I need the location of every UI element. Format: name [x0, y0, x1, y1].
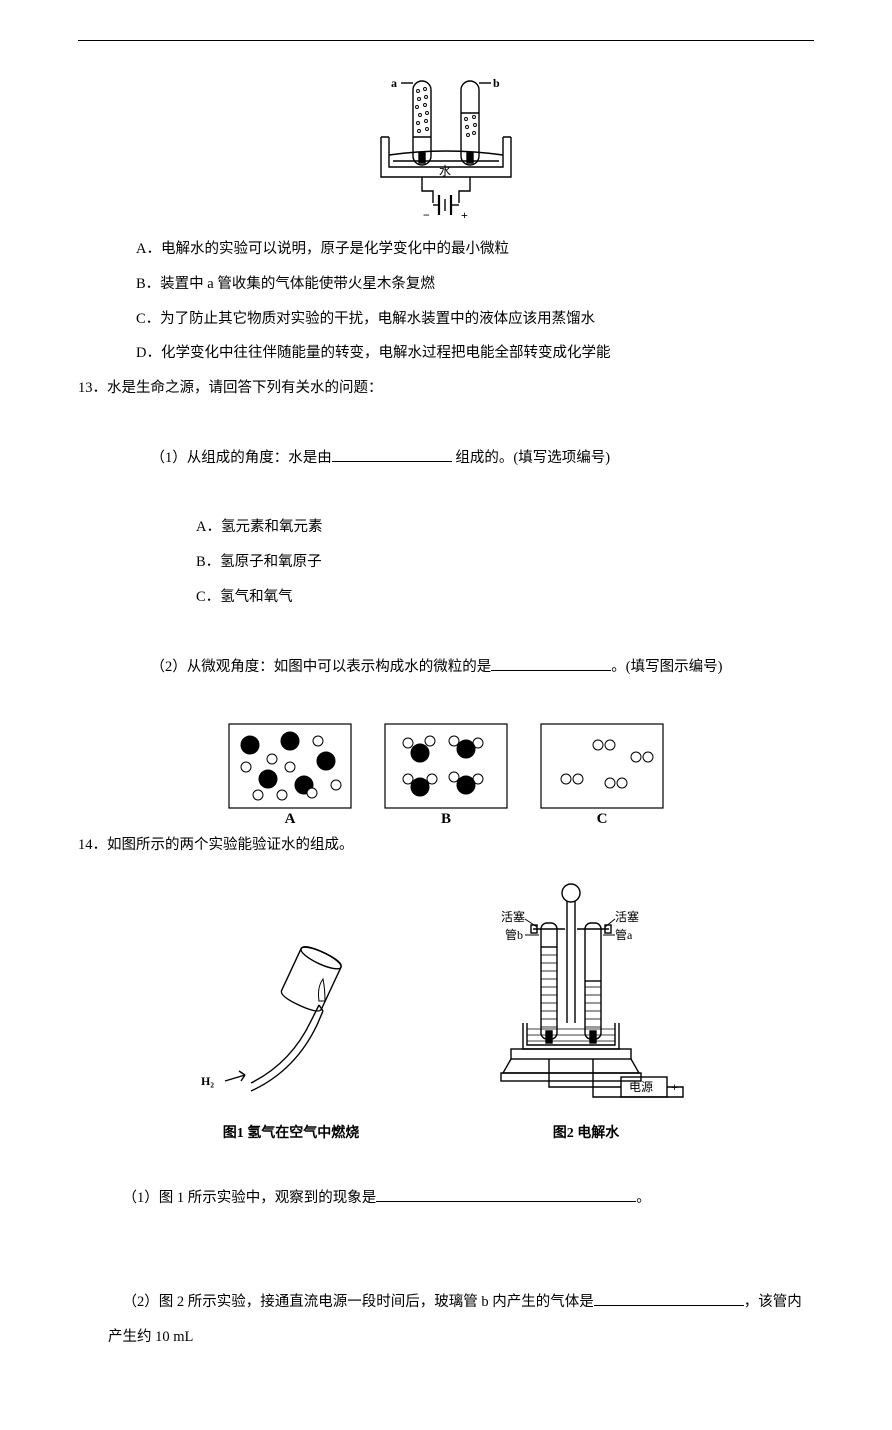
q12-option-b: B．装置中 a 管收集的气体能使带火星木条复燃 — [78, 267, 814, 302]
particles-labels: A B C — [78, 811, 814, 828]
q13-p1-pre: （1）从组成的角度：水是由 — [151, 450, 332, 466]
q13-p1-post: 组成的。(填写选项编号) — [452, 450, 610, 466]
q13-p2-blank[interactable] — [491, 654, 611, 671]
label-water: 水 — [439, 164, 451, 178]
figure-experiments: H₂ 图1 氢气在空气中燃烧 — [78, 873, 814, 1142]
e2-minus: − — [611, 1080, 618, 1094]
q12-option-c: C．为了防止其它物质对实验的干扰，电解水装置中的液体应该用蒸馏水 — [78, 302, 814, 337]
e2-tube-left: 管b — [505, 927, 523, 942]
q14-p2-a: （2）图 2 所示实验，接通直流电源一段时间后，玻璃管 b 内产生的气体是 — [123, 1294, 594, 1310]
q14-p1: （1）图 1 所示实验中，观察到的现象是 。 — [78, 1146, 814, 1250]
q14-p1-post: 。 — [636, 1190, 651, 1206]
q14-p1-blank[interactable] — [376, 1185, 636, 1202]
e2-plus: + — [671, 1080, 678, 1094]
label-minus: − — [423, 208, 430, 222]
figure-particles — [78, 723, 814, 809]
particles-label-b: B — [384, 811, 508, 828]
q13-p1: （1）从组成的角度：水是由 组成的。(填写选项编号) — [78, 406, 814, 510]
q13-opt-b: B．氢原子和氧原子 — [78, 545, 814, 580]
page: a b 水 − + A．电解水的实验可以说明，原子是化学变化中的最小微粒 B．装… — [0, 0, 892, 1430]
figure-h2-burn: H₂ 图1 氢气在空气中燃烧 — [191, 913, 391, 1142]
fig1-caption: 图1 氢气在空气中燃烧 — [191, 1122, 391, 1142]
e2-stopcock-right: 活塞 — [615, 909, 639, 924]
e2-tube-right: 管a — [615, 927, 633, 942]
particles-box-a — [228, 723, 352, 809]
electrolysis-top-svg: a b 水 − + — [361, 67, 531, 227]
fig2-caption: 图2 电解水 — [471, 1122, 701, 1142]
q13-stem: 13．水是生命之源，请回答下列有关水的问题： — [78, 371, 814, 406]
q13-p2-post: 。(填写图示编号) — [611, 659, 722, 675]
label-a: a — [391, 76, 397, 90]
q14-p1-pre: （1）图 1 所示实验中，观察到的现象是 — [123, 1190, 377, 1206]
q13-p2-pre: （2）从微观角度：如图中可以表示构成水的微粒的是 — [151, 659, 492, 675]
q12-option-d: D．化学变化中往往伴随能量的转变，电解水过程把电能全部转变成化学能 — [78, 336, 814, 371]
particles-label-c: C — [540, 811, 664, 828]
label-b: b — [493, 76, 500, 90]
q14-p2: （2）图 2 所示实验，接通直流电源一段时间后，玻璃管 b 内产生的气体是，该管… — [78, 1250, 814, 1389]
q13-p1-blank[interactable] — [332, 445, 452, 462]
figure-electrolysis-top: a b 水 − + — [78, 67, 814, 232]
q12-option-a: A．电解水的实验可以说明，原子是化学变化中的最小微粒 — [78, 232, 814, 267]
q14-stem: 14．如图所示的两个实验能验证水的组成。 — [78, 828, 814, 863]
e2-power: 电源 — [629, 1080, 653, 1094]
figure-electrolysis2: 活塞 活塞 管b 管a 电源 − + 图2 电解水 — [471, 873, 701, 1142]
q14-p2-blank[interactable] — [594, 1289, 744, 1306]
particles-label-a: A — [228, 811, 352, 828]
h2-svg: H₂ — [191, 913, 391, 1113]
q13-opt-a: A．氢元素和氧元素 — [78, 510, 814, 545]
e2-stopcock-left: 活塞 — [501, 909, 525, 924]
particles-box-c — [540, 723, 664, 809]
particles-box-b — [384, 723, 508, 809]
electrolysis2-svg: 活塞 活塞 管b 管a 电源 − + — [471, 873, 701, 1113]
label-plus: + — [461, 208, 468, 222]
top-rule — [78, 40, 814, 41]
q13-opt-c: C．氢气和氧气 — [78, 580, 814, 615]
h2-label: H₂ — [201, 1074, 214, 1088]
q13-p2: （2）从微观角度：如图中可以表示构成水的微粒的是 。(填写图示编号) — [78, 615, 814, 719]
